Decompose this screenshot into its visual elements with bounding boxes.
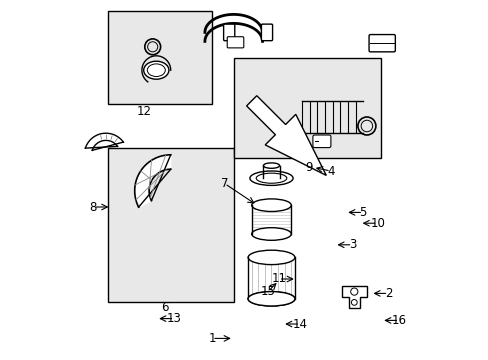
Ellipse shape	[147, 64, 165, 77]
Ellipse shape	[263, 163, 279, 168]
Text: 1: 1	[208, 332, 215, 345]
Text: 2: 2	[384, 287, 391, 300]
Ellipse shape	[247, 250, 294, 265]
Text: 6: 6	[161, 301, 169, 314]
FancyBboxPatch shape	[368, 35, 394, 52]
Polygon shape	[134, 155, 170, 207]
Text: 16: 16	[391, 314, 406, 327]
Text: 12: 12	[136, 105, 151, 118]
Text: 9: 9	[305, 161, 312, 174]
Text: 7: 7	[221, 177, 228, 190]
FancyBboxPatch shape	[312, 135, 330, 148]
Text: 10: 10	[369, 217, 385, 230]
Ellipse shape	[251, 199, 291, 212]
Text: 13: 13	[166, 312, 182, 325]
Bar	[107, 148, 233, 302]
Text: 15: 15	[260, 285, 275, 298]
FancyBboxPatch shape	[261, 24, 272, 41]
Text: 3: 3	[348, 238, 355, 251]
Bar	[107, 11, 212, 104]
Text: 11: 11	[271, 273, 285, 285]
Ellipse shape	[143, 61, 168, 79]
FancyBboxPatch shape	[223, 24, 234, 41]
Text: 5: 5	[359, 206, 366, 219]
Ellipse shape	[247, 292, 294, 306]
FancyArrow shape	[246, 96, 325, 175]
Ellipse shape	[247, 292, 294, 306]
Text: 4: 4	[326, 165, 334, 177]
Text: 14: 14	[292, 318, 307, 330]
Bar	[233, 58, 381, 158]
FancyBboxPatch shape	[227, 37, 244, 48]
Ellipse shape	[251, 228, 291, 240]
Ellipse shape	[249, 171, 292, 185]
Ellipse shape	[256, 173, 286, 183]
Text: 8: 8	[89, 201, 97, 213]
